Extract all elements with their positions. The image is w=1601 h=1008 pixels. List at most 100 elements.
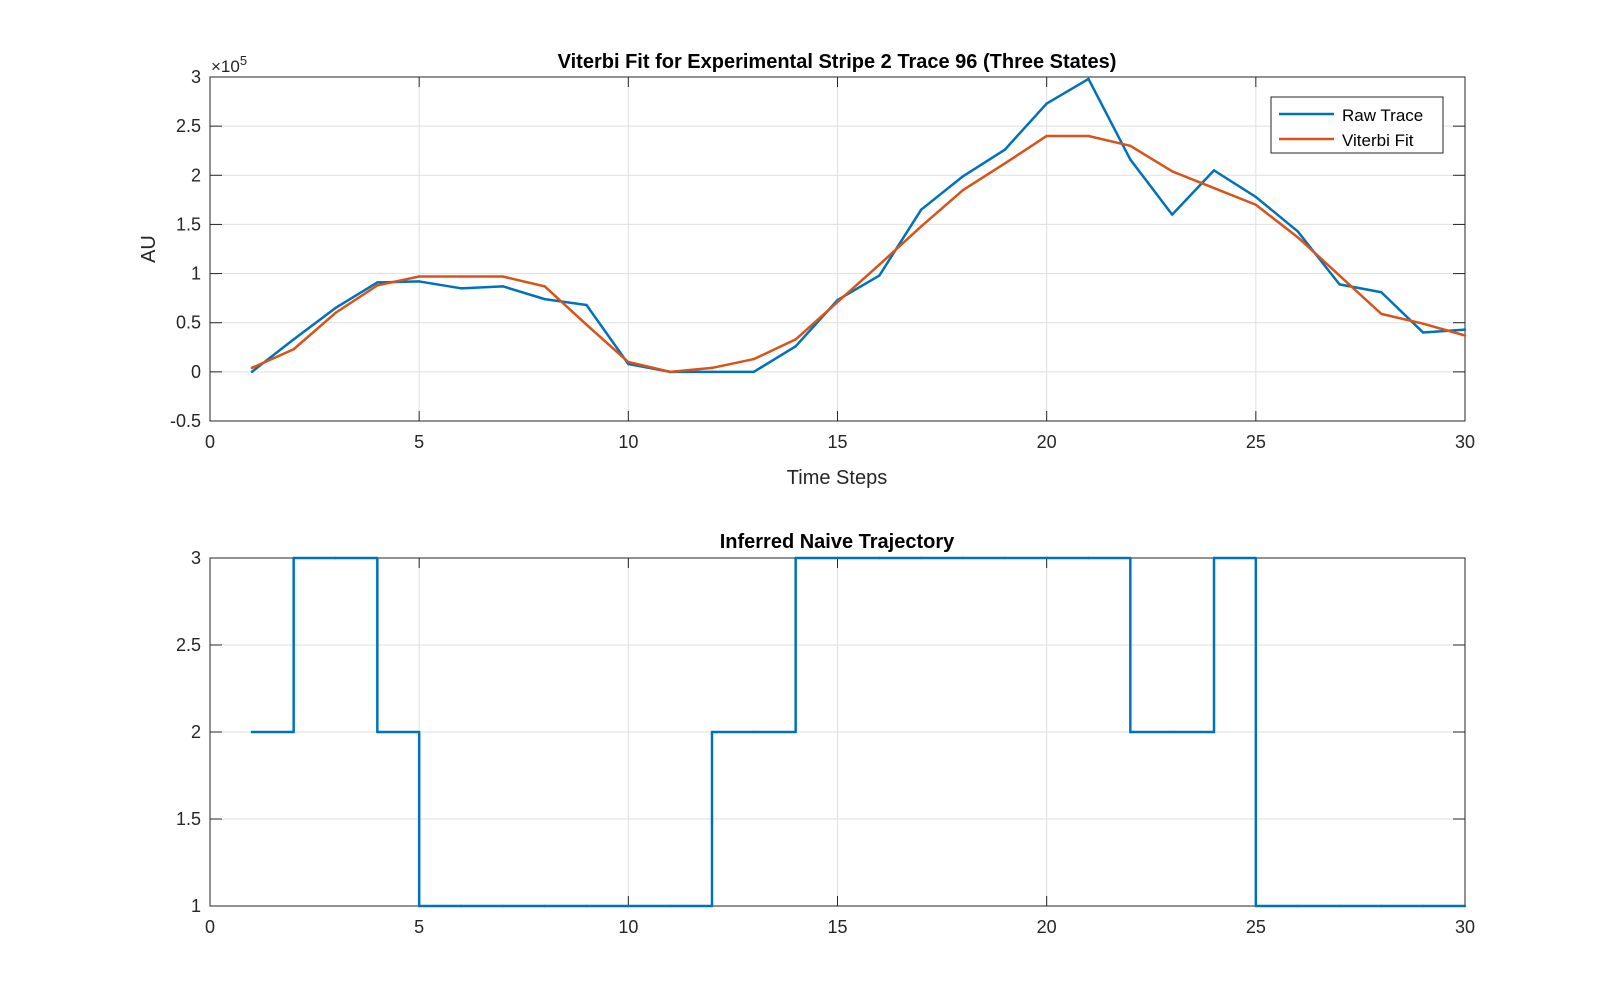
data-point xyxy=(878,274,881,277)
data-point xyxy=(250,370,254,374)
data-point xyxy=(376,281,379,284)
y-tick-label: 2 xyxy=(191,165,201,185)
data-point xyxy=(752,357,756,361)
x-tick-label: 25 xyxy=(1246,432,1266,452)
data-point xyxy=(668,904,672,908)
bottom-chart-title: Inferred Naive Trajectory xyxy=(720,531,955,553)
data-point xyxy=(627,904,630,908)
data-point xyxy=(292,348,295,351)
x-tick-label: 30 xyxy=(1455,432,1475,452)
x-tick-label: 0 xyxy=(205,917,215,937)
data-point xyxy=(961,188,965,192)
data-point xyxy=(1170,730,1174,734)
data-point xyxy=(1170,213,1174,216)
data-point xyxy=(919,556,923,560)
data-point xyxy=(334,556,337,560)
viterbi-fit-points xyxy=(250,134,1467,374)
data-point xyxy=(459,904,463,908)
y-tick-label: 0 xyxy=(191,362,201,382)
data-point xyxy=(1129,158,1132,161)
data-point xyxy=(710,370,714,374)
data-point xyxy=(1003,556,1007,560)
data-point xyxy=(1254,904,1258,908)
data-point xyxy=(376,284,379,287)
data-point xyxy=(961,175,965,178)
x-tick-label: 30 xyxy=(1455,917,1475,937)
y-tick-label: 2 xyxy=(191,722,201,742)
data-point xyxy=(1170,170,1174,173)
data-point xyxy=(334,306,337,310)
data-point xyxy=(1380,904,1383,908)
data-point xyxy=(1463,328,1467,331)
data-point xyxy=(1338,283,1341,286)
x-tick-label: 10 xyxy=(618,917,638,937)
data-point xyxy=(417,904,421,908)
data-point xyxy=(1463,334,1467,337)
data-point xyxy=(1003,162,1007,165)
x-tick-label: 20 xyxy=(1037,432,1057,452)
top-x-axis-label: Time Steps xyxy=(787,467,887,489)
data-point xyxy=(1296,230,1299,233)
data-point xyxy=(1087,134,1090,138)
data-point xyxy=(459,275,463,278)
data-point xyxy=(292,338,295,341)
data-point xyxy=(794,345,797,348)
data-point xyxy=(710,730,714,734)
data-point xyxy=(1003,148,1007,151)
data-point xyxy=(752,730,756,734)
x-tick-label: 15 xyxy=(827,432,847,452)
y-exponent-power: 5 xyxy=(240,53,247,68)
x-tick-label: 20 xyxy=(1037,917,1057,937)
x-tick-label: 15 xyxy=(827,917,847,937)
x-tick-label: 10 xyxy=(618,432,638,452)
bottom-series xyxy=(250,556,1467,908)
top-chart-title: Viterbi Fit for Experimental Stripe 2 Tr… xyxy=(558,51,1117,73)
data-point xyxy=(1087,77,1090,81)
data-point xyxy=(1421,904,1425,908)
y-tick-label: 3 xyxy=(191,67,201,87)
data-point xyxy=(585,303,588,307)
data-point xyxy=(1296,904,1299,908)
data-point xyxy=(1338,904,1341,908)
data-point xyxy=(627,360,630,364)
y-tick-label: 1 xyxy=(191,896,201,916)
data-point xyxy=(292,556,295,560)
data-point xyxy=(1212,169,1216,172)
x-tick-label: 0 xyxy=(205,432,215,452)
data-point xyxy=(585,323,588,326)
data-point xyxy=(501,275,505,278)
data-point xyxy=(1045,134,1048,138)
top-ticks: 0 5 10 15 20 25 30-0.500.511.522.53 xyxy=(170,67,1475,452)
data-point xyxy=(919,208,923,211)
data-point xyxy=(919,225,923,228)
legend: Raw Trace Viterbi Fit xyxy=(1270,96,1444,154)
raw-trace-line xyxy=(251,77,1466,374)
data-point xyxy=(501,285,505,288)
data-point xyxy=(417,275,421,278)
top-series xyxy=(250,77,1467,374)
data-point xyxy=(836,300,839,304)
y-tick-label: 2.5 xyxy=(176,116,201,136)
data-point xyxy=(752,370,756,374)
data-point xyxy=(1212,556,1216,560)
data-point xyxy=(710,366,714,370)
data-point xyxy=(1129,144,1132,147)
data-point xyxy=(250,366,254,370)
data-point xyxy=(1380,291,1383,294)
top-panel: 0 5 10 15 20 25 30-0.500.511.522.53 Viterbi Fi… xyxy=(138,51,1475,489)
legend-label-viterbi-fit: Viterbi Fit xyxy=(1342,131,1414,150)
y-exponent-base: ×10 xyxy=(211,57,240,76)
data-point xyxy=(501,904,505,908)
legend-box xyxy=(1270,96,1444,154)
data-point xyxy=(961,556,965,560)
data-point xyxy=(1254,203,1258,206)
data-point xyxy=(376,730,379,734)
y-tick-label: 3 xyxy=(191,548,201,568)
data-point xyxy=(1380,312,1383,316)
data-point xyxy=(668,370,672,374)
data-point xyxy=(878,263,881,266)
legend-label-raw-trace: Raw Trace xyxy=(1342,106,1423,125)
data-point xyxy=(459,287,463,290)
data-point xyxy=(543,285,546,288)
